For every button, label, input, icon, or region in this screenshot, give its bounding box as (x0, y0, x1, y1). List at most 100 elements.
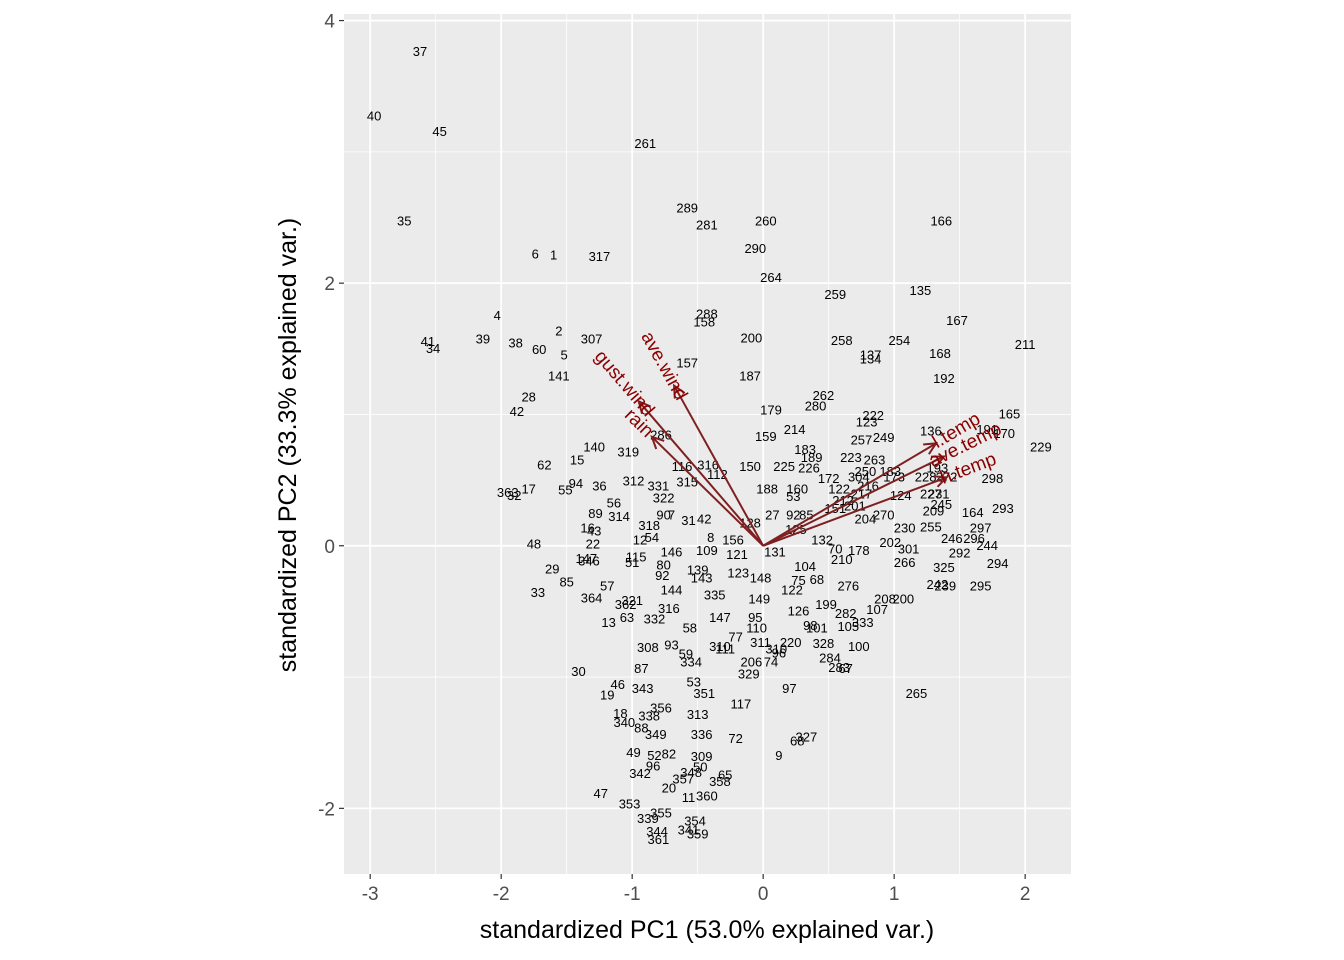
observation-label: 322 (653, 490, 675, 505)
observation-label: 214 (784, 422, 806, 437)
minor-gridlines (344, 14, 1071, 874)
observation-label: 27 (765, 508, 779, 523)
observation-label: 123 (727, 565, 749, 580)
observation-label: 348 (680, 765, 702, 780)
x-tick-label: -3 (362, 884, 379, 905)
observation-label: 244 (976, 538, 998, 553)
observation-label: 149 (748, 592, 770, 607)
observation-label: 100 (848, 639, 870, 654)
observation-label: 34 (426, 341, 440, 356)
observation-label: 335 (704, 588, 726, 603)
observation-label: 147 (709, 610, 731, 625)
observation-label: 93 (664, 638, 678, 653)
observation-label: 362 (615, 597, 637, 612)
observation-label: 346 (578, 554, 600, 569)
observation-label: 49 (626, 745, 640, 760)
observation-label: 332 (644, 611, 666, 626)
observation-label: 77 (728, 630, 742, 645)
observation-label: 343 (632, 681, 654, 696)
observation-label: 249 (873, 430, 895, 445)
loading-arrowhead (930, 455, 947, 468)
observation-label: 75 (791, 573, 805, 588)
observation-label: 60 (532, 342, 546, 357)
observation-label: 311 (750, 635, 771, 650)
observation-label: 310 (765, 641, 787, 656)
observation-label: 222 (862, 408, 884, 423)
observation-label: 140 (583, 439, 605, 454)
observation-label: 341 (678, 823, 700, 838)
observation-label: 101 (806, 620, 828, 635)
observation-label: 40 (367, 108, 381, 123)
loading-arrow (762, 455, 945, 547)
observation-label: 298 (982, 471, 1004, 486)
observation-label: 68 (810, 572, 824, 587)
observation-label: 98 (803, 618, 817, 633)
observation-label: 284 (819, 651, 841, 666)
observation-label: 297 (970, 521, 992, 536)
observation-label: 202 (879, 535, 901, 550)
observation-label: 80 (656, 557, 670, 572)
observation-label: 67 (838, 661, 852, 676)
observation-label: 70 (828, 542, 842, 557)
observation-label: 261 (634, 136, 656, 151)
observation-label: 246 (941, 531, 963, 546)
observation-label: 97 (782, 681, 796, 696)
loading-arrow (762, 442, 937, 547)
observation-label: 62 (537, 458, 551, 473)
observation-label: 167 (946, 313, 968, 328)
observation-label: 48 (527, 536, 541, 551)
observation-label: 4 (494, 308, 501, 323)
observation-label: 28 (521, 389, 535, 404)
observation-label: 42 (697, 511, 711, 526)
loading-arrow (762, 476, 947, 547)
observation-label: 351 (693, 686, 715, 701)
observation-label: 319 (617, 445, 639, 460)
observation-label: 90 (656, 508, 670, 523)
observation-label: 259 (824, 287, 846, 302)
x-tick-label: 2 (1020, 884, 1031, 905)
observation-label: 344 (646, 824, 668, 839)
observation-label: 31 (681, 513, 695, 528)
observation-label: 58 (683, 620, 697, 635)
loading-arrowhead (933, 475, 949, 488)
observation-label: 360 (696, 789, 718, 804)
observation-label: 188 (756, 481, 778, 496)
observation-label: 136 (920, 424, 942, 439)
observation-label: 334 (680, 655, 702, 670)
observation-label: 270 (873, 508, 895, 523)
observation-label: 296 (963, 531, 985, 546)
observation-label: 143 (691, 571, 713, 586)
observation-label: 315 (676, 475, 698, 490)
observation-label: 45 (432, 124, 446, 139)
observation-label: 262 (813, 388, 835, 403)
observation-label: 111 (715, 641, 735, 656)
loading-arrow (637, 400, 764, 547)
y-tick-label: -2 (318, 799, 335, 820)
observation-label: 82 (662, 747, 676, 762)
observation-label: 122 (781, 582, 803, 597)
observation-label: 117 (731, 697, 752, 712)
observation-label: 148 (750, 571, 772, 586)
observation-label: 89 (588, 506, 602, 521)
observation-label: 38 (508, 336, 522, 351)
observation-label: 165 (999, 406, 1021, 421)
observation-label: 6 (532, 246, 539, 261)
observation-label: 74 (764, 655, 778, 670)
observation-label: 204 (854, 511, 876, 526)
observation-label: 96 (772, 645, 786, 660)
observation-label: 146 (661, 544, 683, 559)
loading-arrowhead (650, 435, 665, 450)
observation-label: 289 (676, 200, 698, 215)
observation-label: 336 (691, 727, 713, 742)
observation-label: 229 (1030, 439, 1052, 454)
major-gridlines (344, 14, 1071, 874)
observation-label: 321 (621, 593, 643, 608)
observation-label: 329 (738, 666, 760, 681)
observation-label: 328 (813, 636, 835, 651)
loading-arrowhead (637, 399, 652, 415)
observation-label: 59 (679, 647, 693, 662)
loading-arrowhead (923, 442, 939, 455)
observation-label: 29 (545, 561, 559, 576)
observation-label: 327 (796, 729, 818, 744)
observation-label: 157 (676, 355, 698, 370)
